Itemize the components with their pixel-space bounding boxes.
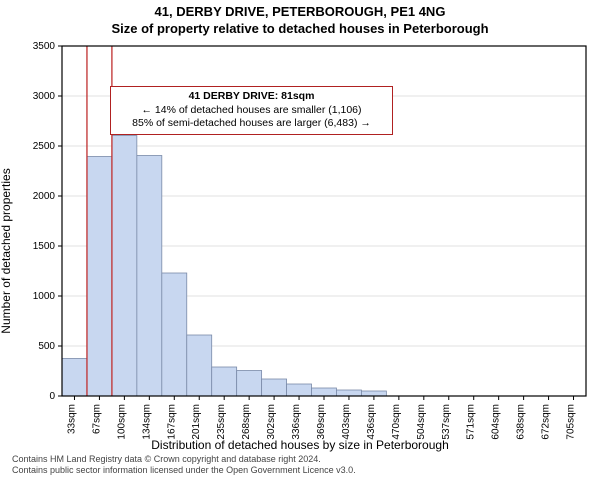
x-tick-label: 672sqm (541, 404, 552, 440)
histogram-bar (361, 391, 386, 396)
histogram-bar (336, 390, 361, 396)
annotation-larger-line: 85% of semi-detached houses are larger (… (119, 117, 384, 131)
histogram-bar (312, 388, 337, 396)
x-tick-label: 604sqm (491, 404, 502, 440)
histogram-bar (162, 273, 187, 396)
x-tick-label: 268sqm (241, 404, 252, 440)
x-tick-label: 33sqm (66, 404, 77, 434)
svg-text:2500: 2500 (33, 141, 56, 152)
svg-text:0: 0 (49, 391, 55, 402)
page-title-address: 41, DERBY DRIVE, PETERBOROUGH, PE1 4NG (0, 4, 600, 19)
histogram-bar (237, 371, 262, 397)
svg-text:3500: 3500 (33, 41, 56, 52)
histogram-bar (212, 367, 237, 396)
x-tick-label: 705sqm (566, 404, 577, 440)
x-tick-label: 537sqm (441, 404, 452, 440)
footer-line-2: Contains public sector information licen… (12, 465, 588, 476)
histogram-bar (62, 359, 87, 397)
histogram-bar (287, 384, 312, 396)
svg-text:500: 500 (38, 341, 55, 352)
x-tick-label: 134sqm (141, 404, 152, 440)
histogram-bar (112, 136, 137, 397)
histogram-bar (262, 379, 287, 396)
svg-text:1000: 1000 (33, 291, 56, 302)
chart-container: Number of detached properties 0 500 1000 15… (0, 36, 600, 466)
x-tick-label: 638sqm (516, 404, 527, 440)
annotation-title: 41 DERBY DRIVE: 81sqm (119, 90, 384, 104)
histogram-bar (87, 157, 112, 397)
histogram-bar (137, 156, 162, 397)
page-subtitle: Size of property relative to detached ho… (0, 21, 600, 36)
svg-text:3000: 3000 (33, 91, 56, 102)
x-tick-label: 100sqm (116, 404, 127, 440)
svg-text:1500: 1500 (33, 241, 56, 252)
x-tick-label: 369sqm (316, 404, 327, 440)
annotation-smaller-line: ← 14% of detached houses are smaller (1,… (119, 104, 384, 118)
x-tick-label: 336sqm (291, 404, 302, 440)
x-tick-label: 504sqm (416, 404, 427, 440)
svg-text:2000: 2000 (33, 191, 56, 202)
x-tick-label: 403sqm (341, 404, 352, 440)
x-tick-label: 436sqm (366, 404, 377, 440)
x-tick-label: 167sqm (166, 404, 177, 440)
x-tick-label: 571sqm (466, 404, 477, 440)
x-tick-label: 67sqm (91, 404, 102, 434)
y-axis-label: Number of detached properties (0, 168, 13, 333)
annotation-box: 41 DERBY DRIVE: 81sqm ← 14% of detached … (110, 86, 393, 135)
histogram-bar (187, 335, 212, 396)
x-tick-label: 235sqm (216, 404, 227, 440)
x-tick-label: 302sqm (266, 404, 277, 440)
x-tick-label: 470sqm (391, 404, 402, 440)
x-tick-label: 201sqm (191, 404, 202, 440)
